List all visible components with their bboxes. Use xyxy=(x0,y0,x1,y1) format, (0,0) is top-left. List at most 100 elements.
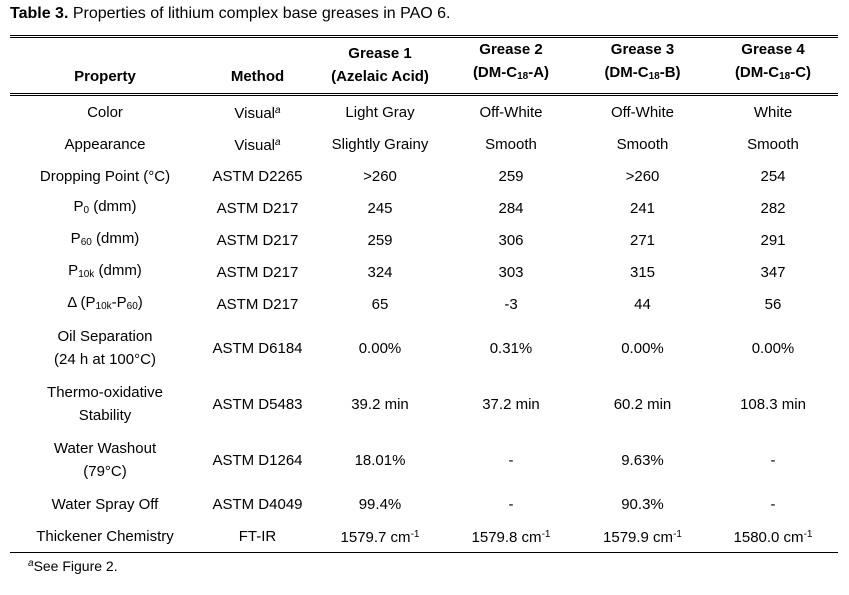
table-cell: Dropping Point (°C) xyxy=(10,160,200,192)
header-cell: Grease 4 (DM-C18-C) xyxy=(708,35,838,96)
table-cell: 39.2 min xyxy=(315,376,445,432)
text-run: -C) xyxy=(790,64,812,81)
table-cell: 18.01% xyxy=(315,432,445,488)
cell-line: 347 xyxy=(760,263,786,281)
cell-line: 1580.0 cm-1 xyxy=(708,523,838,549)
table-cell: - xyxy=(445,488,577,520)
table-cell: 56 xyxy=(708,288,838,320)
cell-line: Smooth xyxy=(747,135,799,153)
table-row: Thermo-oxidative Stability ASTM D5483 39.2 … xyxy=(10,376,838,432)
superscript: -1 xyxy=(410,529,420,540)
cell-line: White xyxy=(753,103,793,121)
table-cell: 254 xyxy=(708,160,838,192)
table-cell: ASTM D4049 xyxy=(200,488,315,520)
text-run: See Figure 2. xyxy=(33,558,118,574)
table-cell: 65 xyxy=(315,288,445,320)
text-run: (dmm) xyxy=(89,197,137,215)
table-cell: FT-IR xyxy=(200,520,315,553)
cell-line: 1579.8 cm-1 xyxy=(445,523,577,549)
cell-line: 0.00% xyxy=(751,339,795,357)
cell-line: (Azelaic Acid) xyxy=(331,68,429,85)
cell-line: 39.2 min xyxy=(351,395,409,413)
text-run: (DM-C xyxy=(734,64,780,81)
table-cell: 245 xyxy=(315,192,445,224)
table-cell: 99.4% xyxy=(315,488,445,520)
table-cell: 315 xyxy=(577,256,708,288)
text-run: Table 3. xyxy=(10,5,69,22)
cell-line: Stability xyxy=(78,407,132,424)
table-row: Water Washout (79°C) ASTM D1264 18.01% - 9.63… xyxy=(10,432,838,488)
table-cell: Smooth xyxy=(577,128,708,160)
table-cell: 1579.9 cm-1 xyxy=(577,520,708,553)
table-cell: Off-White xyxy=(445,95,577,129)
cell-line: Off-White xyxy=(610,103,675,121)
cell-line: Water Spray Off xyxy=(51,495,159,513)
cell-line: 108.3 min xyxy=(740,395,806,413)
cell-line: 303 xyxy=(498,263,524,281)
cell-line: Smooth xyxy=(485,135,537,153)
cell-line: >260 xyxy=(363,167,397,185)
cell-line: 259 xyxy=(367,231,393,249)
table-cell: 259 xyxy=(315,224,445,256)
table-header: Property Method Grease 1 (Azelaic Acid) Grea… xyxy=(10,35,838,96)
table-cell: 0.00% xyxy=(315,320,445,376)
cell-line: ASTM D6184 xyxy=(212,339,303,357)
cell-line: 245 xyxy=(367,199,393,217)
cell-line: 56 xyxy=(764,295,782,313)
text-run: 1579.9 cm xyxy=(603,529,674,546)
cell-line: Grease 1 xyxy=(348,45,412,62)
text-run: (DM-C xyxy=(604,64,649,81)
cell-line: 241 xyxy=(629,199,656,217)
cell-line: ASTM D217 xyxy=(216,263,299,281)
table-cell: P0 (dmm) xyxy=(10,192,200,224)
subscript: 18 xyxy=(517,71,529,82)
table-cell: 306 xyxy=(445,224,577,256)
cell-line: Grease 3 xyxy=(610,41,675,58)
table-cell: -3 xyxy=(445,288,577,320)
cell-line: Appearance xyxy=(64,135,146,153)
cell-line: 18.01% xyxy=(354,451,406,469)
cell-line: - xyxy=(508,495,514,513)
cell-line: 65 xyxy=(371,295,389,313)
text-run: ) xyxy=(137,293,143,311)
table-title: Table 3. Properties of lithium complex b… xyxy=(10,5,451,23)
table-cell: Oil Separation (24 h at 100°C) xyxy=(10,320,200,376)
text-run: P xyxy=(73,197,84,215)
cell-line: 99.4% xyxy=(358,495,402,513)
subscript: 60 xyxy=(126,300,138,312)
table-cell: 347 xyxy=(708,256,838,288)
table-cell: 282 xyxy=(708,192,838,224)
cell-line: P60 (dmm) xyxy=(10,227,200,254)
table-cell: ASTM D5483 xyxy=(200,376,315,432)
cell-line: Method xyxy=(230,68,285,85)
table-cell: 9.63% xyxy=(577,432,708,488)
table-cell: 303 xyxy=(445,256,577,288)
cell-line: Water Washout xyxy=(53,440,157,457)
table-cell: ASTM D217 xyxy=(200,192,315,224)
subscript: 10k xyxy=(95,300,112,312)
table-row: Oil Separation (24 h at 100°C) ASTM D6184 0… xyxy=(10,320,838,376)
cell-line: 1579.9 cm-1 xyxy=(577,523,708,549)
subscript: 60 xyxy=(80,236,92,248)
text-run: Δ (P xyxy=(67,293,96,311)
header-cell: Grease 1 (Azelaic Acid) xyxy=(315,35,445,96)
text-run: (dmm) xyxy=(91,229,140,247)
table-cell: 0.31% xyxy=(445,320,577,376)
cell-line: Thermo-oxidative xyxy=(47,384,163,401)
subscript: 0 xyxy=(83,204,90,216)
cell-line: - xyxy=(770,451,776,469)
table-cell: Off-White xyxy=(577,95,708,129)
text-run: Visual xyxy=(234,105,276,122)
table-cell: ASTM D217 xyxy=(200,224,315,256)
table-cell: - xyxy=(445,432,577,488)
table-cell: Smooth xyxy=(708,128,838,160)
cell-line: P0 (dmm) xyxy=(10,195,200,222)
table-cell: White xyxy=(708,95,838,129)
table-cell: ASTM D217 xyxy=(200,288,315,320)
cell-line: Thickener Chemistry xyxy=(36,527,174,545)
table-cell: Visuala xyxy=(200,128,315,160)
table-cell: Light Gray xyxy=(315,95,445,129)
superscript: -1 xyxy=(803,529,813,540)
cell-line: 254 xyxy=(760,167,786,185)
